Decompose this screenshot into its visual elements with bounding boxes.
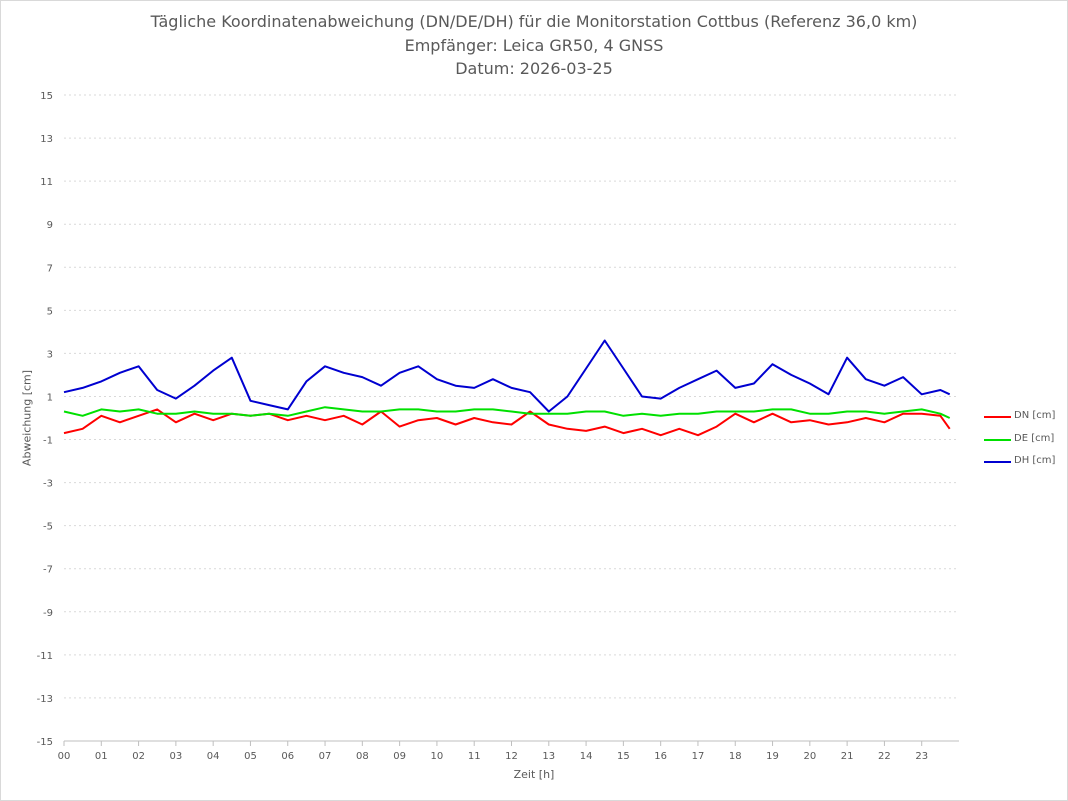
x-tick-label: 06: [281, 751, 294, 762]
x-tick-label: 13: [542, 751, 555, 762]
legend-swatch-de: [984, 439, 1011, 441]
legend-item-dn: DN [cm]: [984, 410, 1064, 424]
x-tick-label: 19: [766, 751, 779, 762]
legend-label-de: DE [cm]: [1014, 433, 1055, 444]
x-tick-label: 10: [431, 751, 444, 762]
x-tick-label: 21: [841, 751, 854, 762]
y-tick-label: 9: [47, 220, 53, 231]
x-tick-label: 04: [207, 751, 220, 762]
x-tick-labels: 00 01 02 03 04 05 06 07 08 09 10 11 12 13 14 15 16 17 18 19…: [58, 741, 928, 762]
x-tick-label: 07: [319, 751, 332, 762]
y-tick-label: -5: [43, 522, 53, 533]
gridlines: [64, 94, 959, 742]
y-tick-label: 15: [40, 91, 53, 102]
y-tick-label: -1: [43, 436, 53, 447]
x-tick-label: 00: [58, 751, 71, 762]
x-tick-label: 18: [729, 751, 742, 762]
y-tick-label: 11: [40, 177, 53, 188]
y-tick-labels: 15 13 11 9 7 5 3 1 -1 -3 -5 -7 -9 -11 -13 -15: [37, 91, 53, 748]
y-tick-label: -15: [37, 737, 53, 748]
y-tick-label: -13: [37, 694, 53, 705]
x-tick-label: 09: [393, 751, 406, 762]
legend-label-dh: DH [cm]: [1014, 455, 1056, 466]
y-tick-label: -11: [37, 651, 53, 662]
series-line-dh: [63, 339, 951, 413]
series-line-dn: [63, 408, 951, 437]
legend-item-dh: DH [cm]: [984, 455, 1064, 469]
y-tick-label: 7: [47, 263, 53, 274]
series-line-de: [63, 406, 951, 419]
x-tick-label: 08: [356, 751, 369, 762]
legend-item-de: DE [cm]: [984, 433, 1064, 447]
y-tick-label: -7: [43, 565, 53, 576]
data-series: [63, 339, 951, 437]
x-tick-label: 11: [468, 751, 481, 762]
y-tick-label: 1: [47, 392, 53, 403]
chart-subtitle-receiver: Empfänger: Leica GR50, 4 GNSS: [404, 36, 664, 55]
y-tick-label: -9: [43, 608, 53, 619]
x-tick-label: 22: [878, 751, 891, 762]
chart-subtitle-date: Datum: 2026-03-25: [455, 59, 613, 78]
y-tick-label: 13: [40, 134, 53, 145]
x-tick-label: 16: [654, 751, 667, 762]
y-tick-label: 3: [47, 349, 53, 360]
y-tick-label: 5: [47, 306, 53, 317]
y-tick-label: -3: [43, 479, 53, 490]
chart-title: Tägliche Koordinatenabweichung (DN/DE/DH…: [150, 12, 918, 31]
x-tick-label: 02: [132, 751, 145, 762]
x-tick-label: 01: [95, 751, 108, 762]
x-axis-label: Zeit [h]: [513, 768, 555, 781]
x-tick-label: 05: [244, 751, 257, 762]
x-tick-label: 15: [617, 751, 630, 762]
legend-swatch-dn: [984, 416, 1011, 418]
x-tick-label: 17: [692, 751, 705, 762]
x-tick-label: 14: [580, 751, 593, 762]
x-tick-label: 12: [505, 751, 518, 762]
x-tick-label: 03: [170, 751, 183, 762]
legend-swatch-dh: [984, 461, 1011, 463]
x-tick-label: 23: [915, 751, 928, 762]
x-tick-label: 20: [803, 751, 816, 762]
legend-label-dn: DN [cm]: [1014, 410, 1056, 421]
